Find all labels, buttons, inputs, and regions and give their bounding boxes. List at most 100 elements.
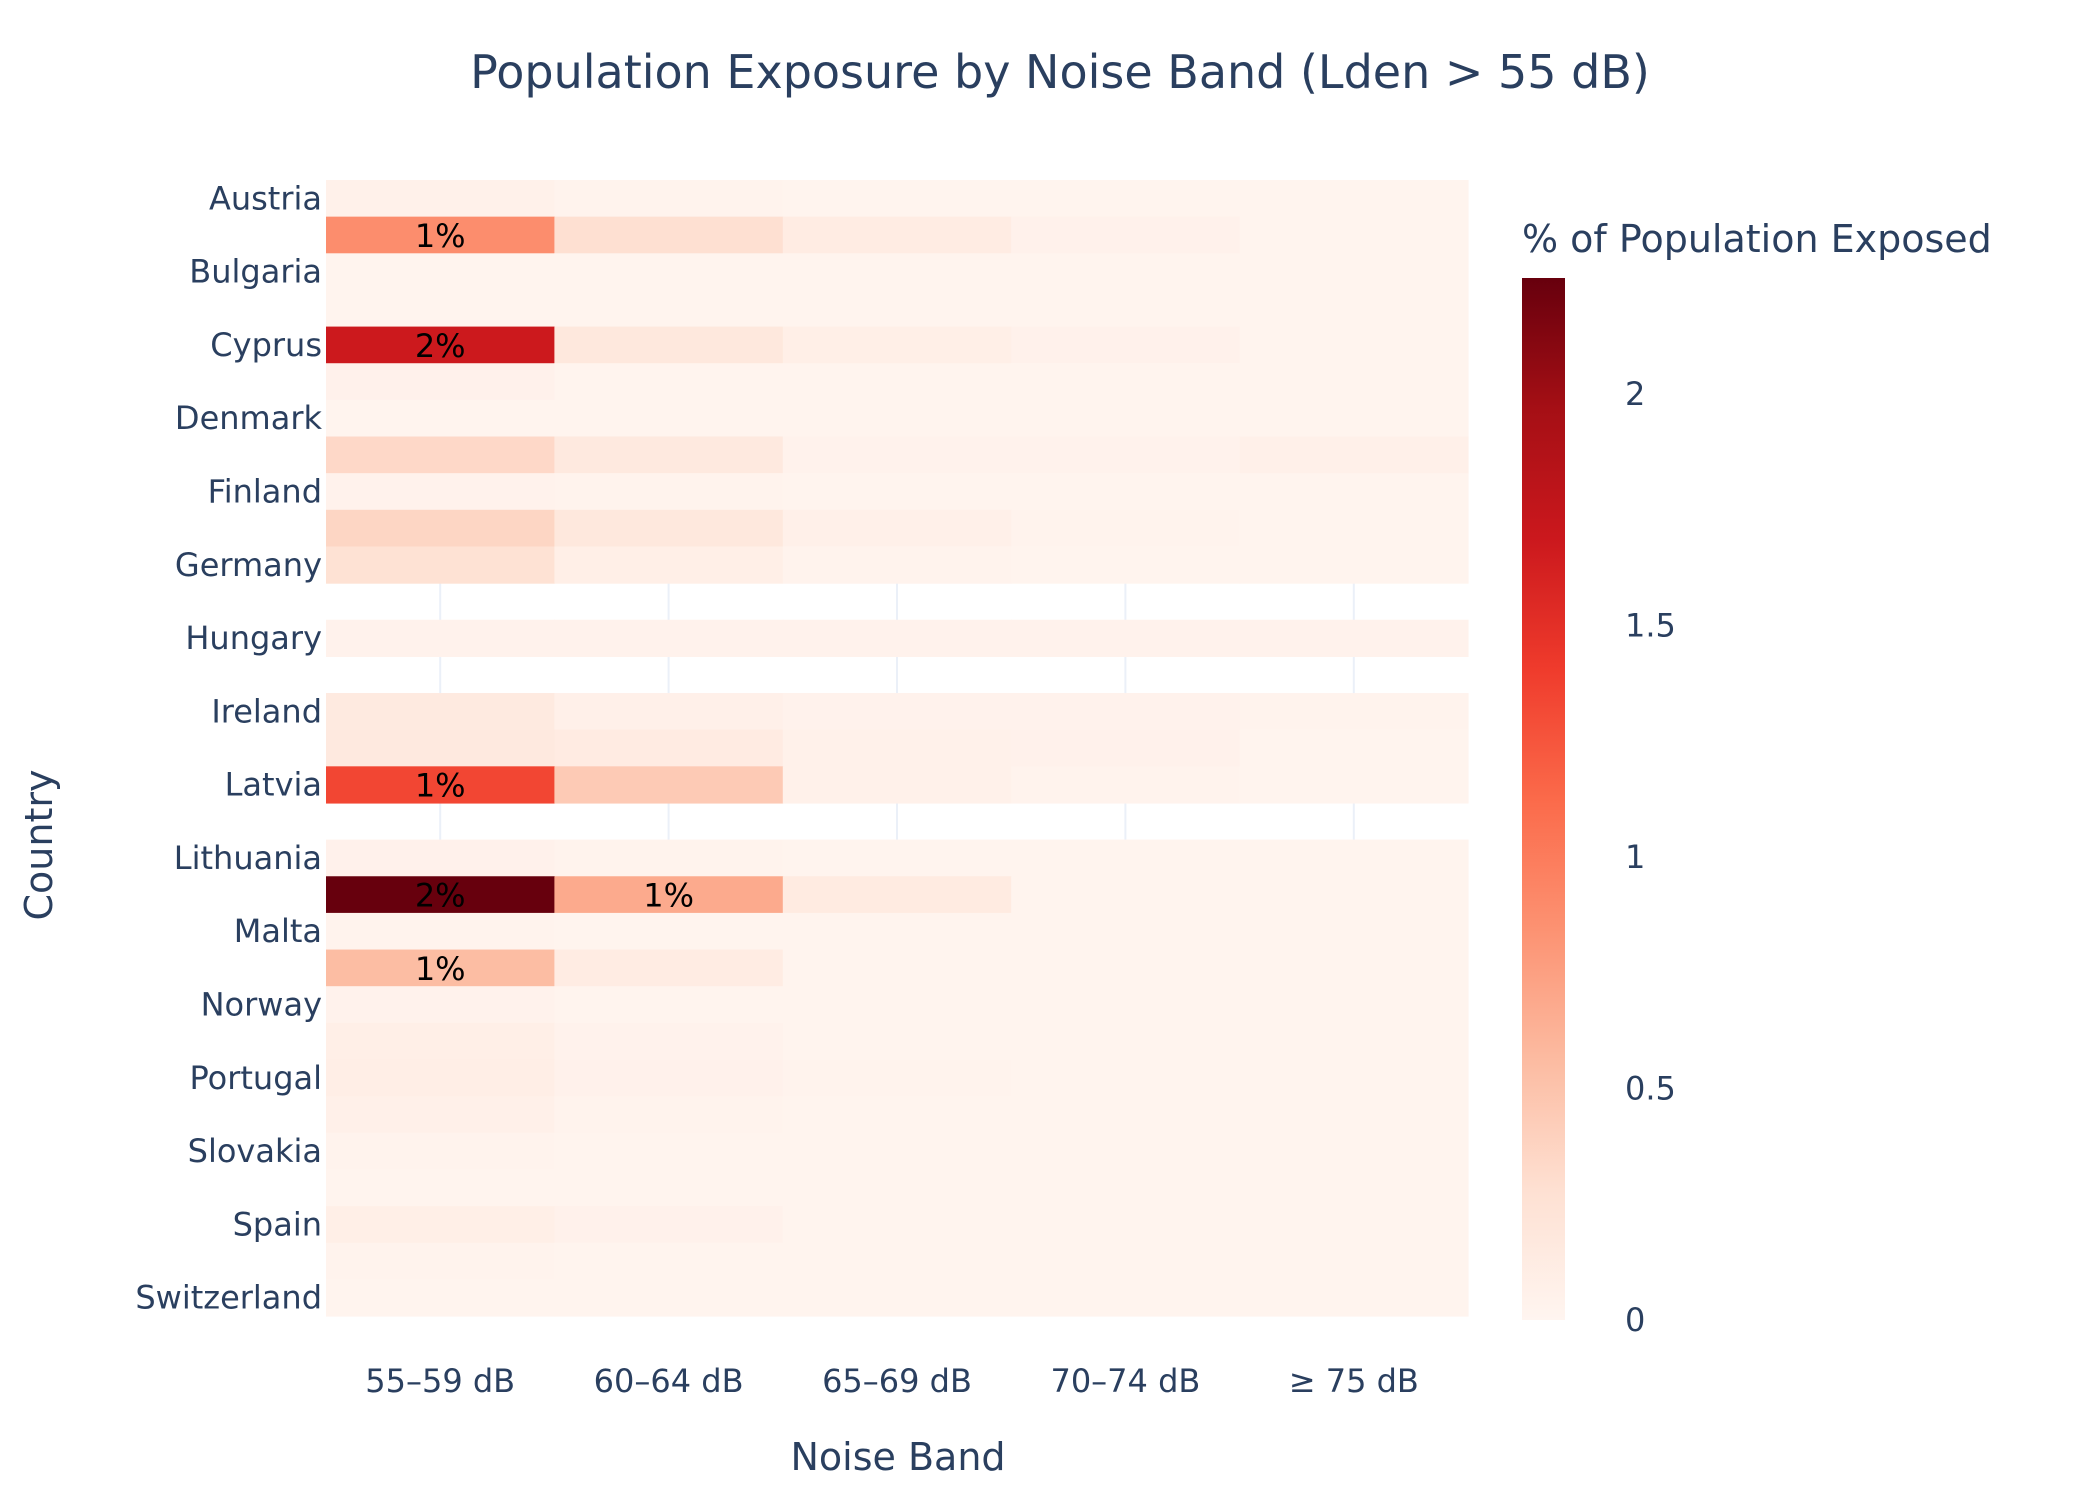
heatmap-cell — [1011, 912, 1241, 951]
cell-label: 1% — [415, 950, 466, 988]
heatmap-cell — [1011, 986, 1241, 1024]
heatmap-cell — [554, 1169, 784, 1207]
heatmap-cell — [326, 289, 555, 328]
colorbar-tick-label: 0 — [1625, 1301, 1645, 1339]
y-tick-label: Germany — [175, 546, 322, 584]
heatmap-cell — [554, 253, 784, 291]
heatmap-cell — [782, 436, 1012, 474]
heatmap-cell — [554, 949, 784, 987]
heatmap-cell — [782, 619, 1012, 657]
heatmap-cell — [326, 693, 555, 731]
heatmap-cell — [1011, 729, 1241, 767]
heatmap-cell — [1239, 1279, 1469, 1317]
chart-title: Population Exposure by Noise Band (Lden … — [470, 45, 1650, 99]
heatmap-cell — [1239, 509, 1469, 548]
heatmap-cell — [1239, 766, 1469, 804]
heatmap-cell — [1011, 509, 1241, 548]
heatmap-cell — [1011, 363, 1241, 401]
y-tick-label: Lithuania — [174, 839, 322, 877]
x-tick-label: 65–69 dB — [822, 1362, 972, 1400]
heatmap-cell — [326, 912, 555, 951]
heatmap-cell — [1011, 436, 1241, 474]
heatmap-cell — [326, 399, 555, 438]
y-tick-label: Austria — [209, 179, 322, 217]
heatmap-cell — [782, 253, 1012, 291]
heatmap-cell — [326, 363, 555, 401]
heatmap-cell — [554, 1022, 784, 1061]
y-tick-label: Switzerland — [135, 1279, 322, 1317]
heatmap-cell — [1011, 619, 1241, 657]
colorbar-tick-label: 0.5 — [1625, 1069, 1676, 1107]
cell-labels: 1% 2% 1% 2% 1% 1% — [415, 217, 694, 988]
cell-label: 2% — [415, 877, 466, 915]
cell-label: 1% — [415, 217, 466, 255]
heatmap-cell — [326, 949, 555, 987]
heatmap-cell — [782, 876, 1012, 914]
heatmap-cell — [554, 1096, 784, 1134]
heatmap-cell — [782, 766, 1012, 804]
heatmap-cell — [554, 619, 784, 657]
heatmap-cell — [1011, 876, 1241, 914]
x-tick-label: ≥ 75 dB — [1289, 1362, 1419, 1400]
heatmap-cell — [326, 253, 555, 291]
heatmap-cell — [1011, 180, 1241, 218]
colorbar — [1522, 278, 1565, 1320]
heatmap-cell — [782, 839, 1012, 877]
heatmap-cell — [782, 289, 1012, 328]
heatmap-cell — [554, 729, 784, 767]
y-tick-label: Ireland — [211, 692, 322, 730]
heatmap-cell — [326, 729, 555, 767]
heatmap-cell — [782, 1022, 1012, 1061]
heatmap-cell — [554, 1279, 784, 1317]
x-tick-label: 60–64 dB — [594, 1362, 744, 1400]
heatmap-cell — [1011, 289, 1241, 328]
y-tick-label: Malta — [234, 912, 322, 950]
heatmap-cell — [326, 1242, 555, 1280]
colorbar-tick-label: 1.5 — [1625, 606, 1676, 644]
heatmap-cell — [1239, 1059, 1469, 1097]
heatmap-cell — [782, 729, 1012, 767]
heatmap-cell — [326, 766, 555, 804]
heatmap-cell — [782, 1059, 1012, 1097]
heatmap-cell — [1239, 693, 1469, 731]
heatmap-cell — [1239, 876, 1469, 914]
heatmap-cell — [554, 326, 784, 364]
heatmap-cell — [554, 693, 784, 731]
heatmap-cell — [1011, 1242, 1241, 1280]
heatmap-cell — [1011, 1132, 1241, 1171]
y-tick-label: Spain — [233, 1205, 322, 1243]
heatmap-cell — [1011, 399, 1241, 438]
heatmap-cell — [782, 1206, 1012, 1244]
heatmap-cell — [1239, 1242, 1469, 1280]
colorbar-tick-label: 2 — [1625, 375, 1645, 413]
heatmap-cell — [326, 619, 555, 657]
heatmap-cell — [782, 216, 1012, 254]
heatmap-cell — [1011, 839, 1241, 877]
heatmap-cell — [326, 326, 555, 364]
heatmap-cell — [326, 986, 555, 1024]
heatmap-cell — [782, 1279, 1012, 1317]
heatmap-cell — [782, 546, 1012, 584]
y-tick-label: Cyprus — [210, 326, 322, 364]
heatmap-cell — [1239, 399, 1469, 438]
heatmap-cells — [326, 180, 1469, 1317]
heatmap-cell — [1239, 289, 1469, 328]
heatmap-cell — [554, 180, 784, 218]
heatmap-cell — [554, 876, 784, 914]
heatmap-cell — [326, 436, 555, 474]
y-tick-label: Slovakia — [188, 1132, 322, 1170]
heatmap-cell — [1239, 1022, 1469, 1061]
colorbar-title: % of Population Exposed — [1522, 217, 1992, 261]
y-tick-label: Norway — [201, 986, 322, 1024]
heatmap-cell — [1239, 436, 1469, 474]
x-axis-title: Noise Band — [790, 1435, 1005, 1479]
heatmap-cell — [782, 473, 1012, 511]
x-axis-ticks: 55–59 dB 60–64 dB 65–69 dB 70–74 dB ≥ 75 dB — [365, 1362, 1419, 1400]
heatmap-cell — [1011, 1279, 1241, 1317]
heatmap-cell — [782, 180, 1012, 218]
heatmap-cell — [326, 1096, 555, 1134]
heatmap-cell — [326, 1279, 555, 1317]
heatmap-cell — [782, 1096, 1012, 1134]
heatmap-cell — [554, 1242, 784, 1280]
